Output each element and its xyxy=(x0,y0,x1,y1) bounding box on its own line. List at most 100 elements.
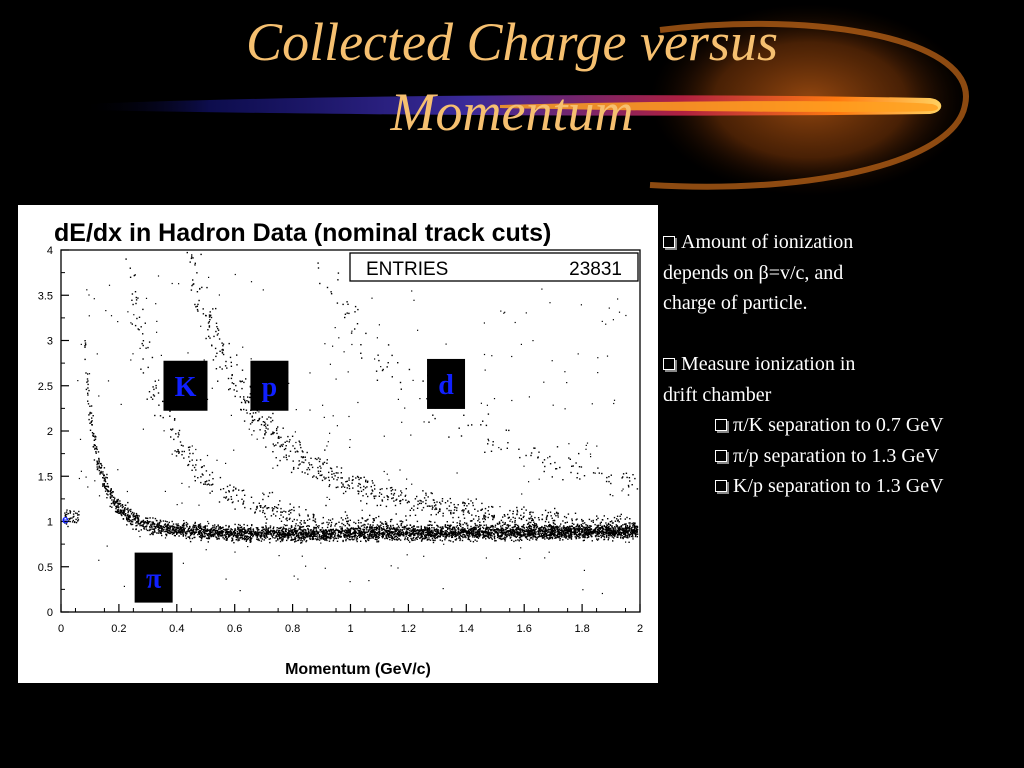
scatter-point xyxy=(160,527,162,529)
scatter-point xyxy=(501,527,503,529)
scatter-point xyxy=(607,532,609,534)
scatter-point xyxy=(96,461,98,463)
scatter-point xyxy=(510,539,513,541)
scatter-point xyxy=(614,526,616,528)
scatter-point xyxy=(154,517,157,520)
scatter-point xyxy=(471,536,474,538)
scatter-point xyxy=(526,530,528,532)
scatter-point xyxy=(368,529,370,531)
scatter-point xyxy=(409,541,411,543)
scatter-point xyxy=(135,525,137,527)
scatter-point xyxy=(122,505,124,508)
scatter-point xyxy=(359,528,362,530)
scatter-point xyxy=(390,531,392,533)
scatter-point xyxy=(244,401,246,403)
scatter-point xyxy=(206,525,208,527)
scatter-point xyxy=(257,538,260,540)
scatter-point xyxy=(584,529,586,531)
scatter-point xyxy=(373,518,375,520)
scatter-point xyxy=(109,505,111,508)
scatter-point xyxy=(389,520,392,523)
scatter-point xyxy=(338,531,340,533)
scatter-point xyxy=(298,535,300,537)
scatter-point xyxy=(482,535,485,538)
scatter-point xyxy=(461,530,463,532)
scatter-point xyxy=(209,474,211,476)
scatter-point xyxy=(558,533,561,536)
scatter-point xyxy=(414,539,416,541)
scatter-point xyxy=(186,523,189,525)
scatter-point xyxy=(314,532,316,534)
scatter-point xyxy=(464,535,467,538)
scatter-point xyxy=(191,459,193,461)
scatter-point xyxy=(277,532,279,534)
scatter-point xyxy=(201,473,203,475)
scatter-point xyxy=(283,535,285,537)
scatter-point xyxy=(223,538,225,540)
scatter-point xyxy=(547,530,549,532)
scatter-point xyxy=(503,529,505,532)
scatter-point xyxy=(558,532,561,535)
scatter-point xyxy=(608,530,610,532)
scatter-point xyxy=(132,514,134,516)
scatter-point xyxy=(497,523,499,525)
scatter-point xyxy=(518,526,520,529)
scatter-point xyxy=(522,535,524,537)
scatter-point xyxy=(522,530,524,532)
scatter-point xyxy=(439,536,441,538)
slide-title-line-2: Momentum xyxy=(390,82,634,142)
scatter-point xyxy=(249,535,251,538)
scatter-point xyxy=(289,533,291,535)
scatter-point xyxy=(466,522,468,524)
scatter-point xyxy=(354,534,357,536)
scatter-point xyxy=(264,434,266,436)
scatter-point xyxy=(300,523,302,525)
scatter-point xyxy=(459,529,462,532)
scatter-point xyxy=(458,533,460,536)
scatter-point xyxy=(599,528,601,530)
scatter-point xyxy=(446,526,448,529)
scatter-point xyxy=(613,532,615,534)
scatter-point xyxy=(448,532,450,534)
scatter-point xyxy=(594,523,596,526)
scatter-point xyxy=(353,521,355,524)
scatter-point xyxy=(517,525,520,528)
scatter-point xyxy=(207,483,210,485)
scatter-point xyxy=(427,524,429,526)
scatter-point xyxy=(564,522,567,524)
scatter-point xyxy=(483,527,485,530)
scatter-point xyxy=(570,538,573,540)
scatter-point xyxy=(553,529,555,531)
scatter-point xyxy=(156,523,158,526)
scatter-point xyxy=(453,533,456,536)
scatter-point xyxy=(601,526,604,529)
scatter-point xyxy=(355,535,357,537)
scatter-point xyxy=(512,534,515,536)
scatter-point xyxy=(119,509,121,511)
scatter-point xyxy=(619,528,622,530)
scatter-point xyxy=(562,534,564,536)
scatter-point xyxy=(95,447,98,450)
scatter-point xyxy=(545,534,548,536)
scatter-point xyxy=(163,526,166,529)
scatter-point xyxy=(301,530,303,532)
scatter-point xyxy=(147,366,149,369)
scatter-point xyxy=(116,500,118,502)
scatter-point xyxy=(512,528,514,531)
scatter-point xyxy=(375,535,377,537)
scatter-point xyxy=(157,526,159,528)
scatter-point xyxy=(574,536,576,538)
scatter-point xyxy=(442,527,444,529)
scatter-point xyxy=(386,537,389,540)
scatter-point xyxy=(435,529,437,531)
scatter-point xyxy=(269,541,271,544)
scatter-point xyxy=(600,534,602,537)
scatter-point xyxy=(428,534,430,536)
scatter-point xyxy=(553,527,555,529)
scatter-point xyxy=(514,530,516,533)
scatter-point xyxy=(433,537,436,539)
scatter-point xyxy=(468,534,470,536)
scatter-point xyxy=(499,529,501,532)
scatter-point xyxy=(195,527,198,530)
scatter-point xyxy=(583,534,585,536)
